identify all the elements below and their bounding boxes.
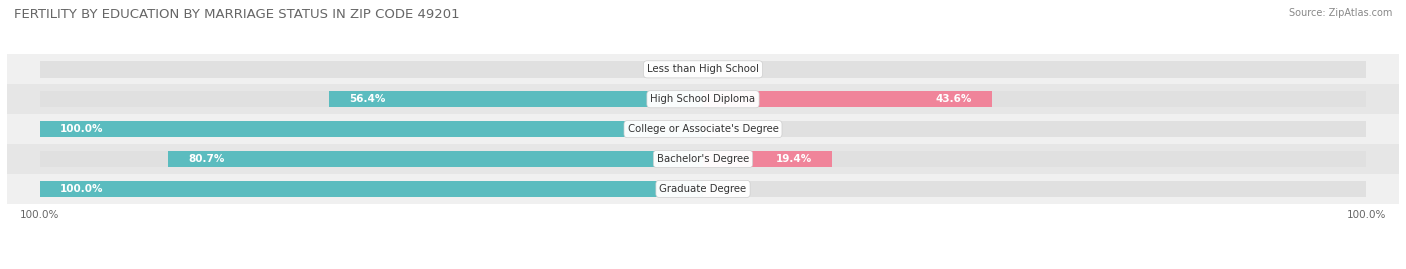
Text: 43.6%: 43.6%	[936, 94, 972, 104]
Bar	[703, 91, 993, 107]
Bar	[703, 151, 831, 167]
Bar	[41, 121, 703, 137]
Bar	[41, 151, 703, 167]
Text: 100.0%: 100.0%	[60, 124, 104, 134]
Bar	[703, 121, 1365, 137]
Text: Graduate Degree: Graduate Degree	[659, 184, 747, 194]
Text: 100.0%: 100.0%	[1347, 210, 1386, 220]
Text: Source: ZipAtlas.com: Source: ZipAtlas.com	[1288, 8, 1392, 18]
Text: 0.0%: 0.0%	[720, 124, 745, 134]
Text: 0.0%: 0.0%	[661, 64, 686, 74]
Bar	[329, 91, 703, 107]
Bar	[169, 151, 703, 167]
Text: Bachelor's Degree: Bachelor's Degree	[657, 154, 749, 164]
Bar	[7, 54, 1399, 84]
Text: FERTILITY BY EDUCATION BY MARRIAGE STATUS IN ZIP CODE 49201: FERTILITY BY EDUCATION BY MARRIAGE STATU…	[14, 8, 460, 21]
Bar	[41, 121, 703, 137]
Text: 100.0%: 100.0%	[60, 184, 104, 194]
Bar	[41, 91, 703, 107]
Bar	[41, 181, 703, 197]
Bar	[703, 181, 1365, 197]
Text: College or Associate's Degree: College or Associate's Degree	[627, 124, 779, 134]
Bar	[703, 151, 1365, 167]
Bar	[703, 91, 1365, 107]
Bar	[41, 61, 703, 77]
Text: 80.7%: 80.7%	[188, 154, 225, 164]
Text: 0.0%: 0.0%	[720, 184, 745, 194]
Text: Less than High School: Less than High School	[647, 64, 759, 74]
Bar	[703, 61, 1365, 77]
Text: 100.0%: 100.0%	[20, 210, 59, 220]
Bar	[7, 144, 1399, 174]
Text: 19.4%: 19.4%	[776, 154, 811, 164]
Bar	[7, 84, 1399, 114]
Text: High School Diploma: High School Diploma	[651, 94, 755, 104]
Bar	[7, 114, 1399, 144]
Bar	[7, 174, 1399, 204]
Text: 0.0%: 0.0%	[720, 64, 745, 74]
Bar	[41, 181, 703, 197]
Text: 56.4%: 56.4%	[349, 94, 385, 104]
